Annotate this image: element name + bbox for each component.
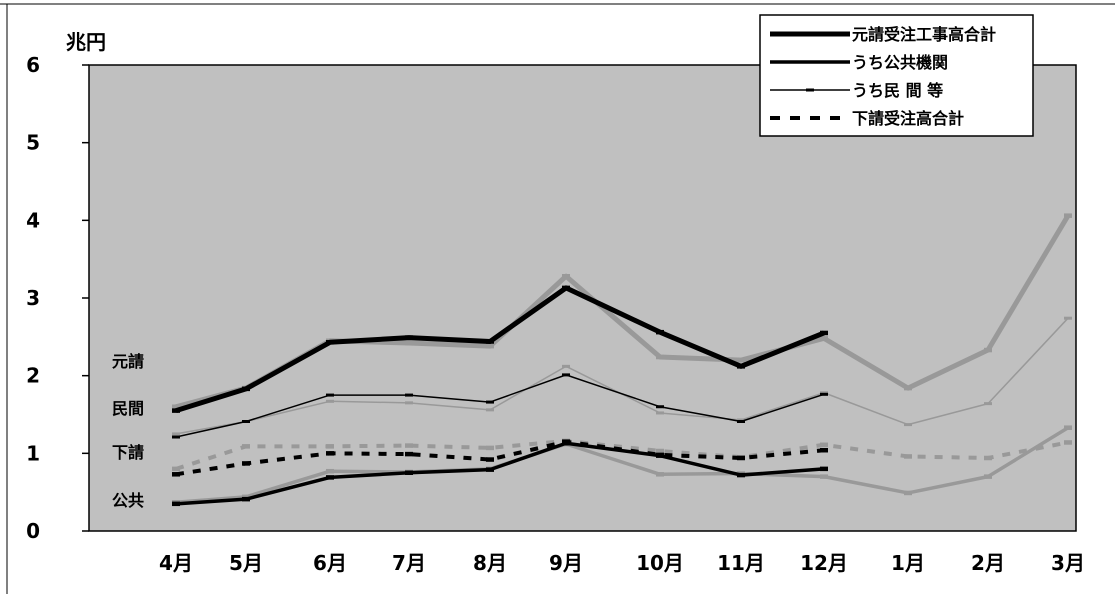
- current-year-series: [172, 285, 828, 507]
- x-tick-label: 6月: [313, 551, 347, 575]
- previous-line-shitauke: [175, 438, 1069, 471]
- x-tick-label: 12月: [800, 551, 848, 575]
- series-side-label-kokyo: 公共: [112, 491, 144, 510]
- x-tick-label: 5月: [229, 551, 263, 575]
- x-tick-label: 1月: [891, 551, 925, 575]
- axes: 0 1 2 3 4 5 6 4月 5月 6月 7月 8月 9月 10月 11月 12月 1月 2月 3月: [26, 53, 1085, 575]
- y-tick-label: 2: [26, 364, 40, 388]
- previous-line-kokyo: [175, 426, 1069, 505]
- legend-label-kokyo: うち公共機関: [852, 53, 948, 72]
- y-tick-label: 0: [26, 519, 40, 543]
- x-tick-label: 10月: [636, 551, 684, 575]
- legend-label-shitauke: 下請受注高合計: [852, 109, 964, 128]
- y-tick-label: 6: [26, 53, 40, 77]
- x-tick-label: 3月: [1051, 551, 1085, 575]
- y-tick-label: 1: [26, 441, 40, 465]
- x-tick-label: 4月: [159, 551, 193, 575]
- legend-label-minkan: うち民 間 等: [852, 81, 943, 100]
- y-tick-label: 3: [26, 286, 40, 310]
- series-side-label-shitauke: 下請: [112, 443, 144, 462]
- y-axis-unit-label: 兆円: [66, 30, 106, 54]
- previous-line-minkan: [175, 317, 1069, 435]
- x-tick-label: 2月: [971, 551, 1005, 575]
- x-tick-label: 8月: [473, 551, 507, 575]
- y-tick-label: 4: [26, 208, 40, 232]
- x-tick-label: 7月: [392, 551, 426, 575]
- x-tick-label: 11月: [717, 551, 765, 575]
- x-tick-label: 9月: [549, 551, 583, 575]
- y-tick-label: 5: [26, 131, 40, 155]
- series-side-label-minkan: 民間: [112, 399, 144, 418]
- series-side-label-motouke: 元請: [112, 352, 144, 371]
- legend-label-motouke: 元請受注工事高合計: [852, 25, 996, 44]
